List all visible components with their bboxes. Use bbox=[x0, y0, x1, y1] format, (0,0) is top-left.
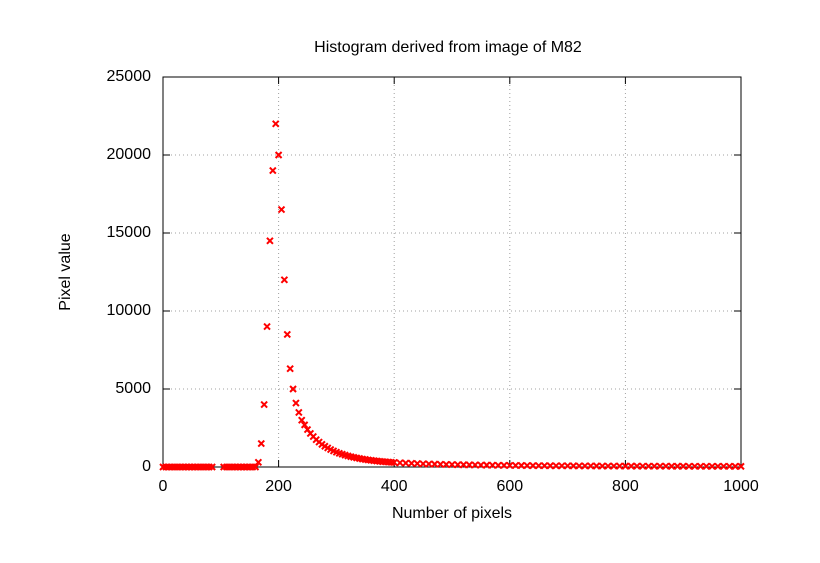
point bbox=[494, 461, 502, 469]
x-tick-label: 800 bbox=[612, 478, 639, 495]
point bbox=[500, 461, 508, 470]
point bbox=[610, 462, 618, 470]
point bbox=[471, 461, 479, 469]
point bbox=[430, 460, 439, 468]
point bbox=[295, 408, 303, 417]
point bbox=[266, 237, 274, 245]
point bbox=[662, 462, 670, 470]
point bbox=[546, 462, 554, 470]
point bbox=[552, 462, 560, 470]
point bbox=[436, 460, 445, 468]
chart-title: Histogram derived from image of M82 bbox=[314, 39, 582, 56]
point bbox=[396, 459, 404, 467]
point bbox=[390, 458, 398, 467]
point bbox=[714, 462, 722, 471]
point bbox=[691, 462, 699, 471]
point bbox=[402, 459, 410, 467]
point bbox=[286, 365, 294, 373]
point bbox=[679, 462, 687, 470]
point bbox=[702, 462, 711, 471]
point bbox=[581, 462, 589, 470]
point bbox=[272, 120, 280, 128]
point bbox=[633, 462, 641, 470]
point bbox=[300, 421, 309, 429]
point bbox=[604, 462, 612, 470]
point bbox=[523, 461, 531, 470]
point bbox=[731, 462, 739, 471]
y-tick-label: 25000 bbox=[107, 68, 152, 85]
point bbox=[529, 461, 537, 470]
point bbox=[615, 462, 624, 470]
point bbox=[280, 276, 289, 284]
point bbox=[251, 463, 260, 471]
point bbox=[621, 462, 630, 470]
point bbox=[425, 460, 433, 468]
point bbox=[269, 166, 277, 175]
point bbox=[627, 462, 635, 470]
point bbox=[506, 461, 514, 470]
point bbox=[511, 461, 520, 470]
point bbox=[477, 461, 485, 469]
x-tick-label: 1000 bbox=[723, 478, 759, 495]
y-axis-label: Pixel value bbox=[57, 233, 74, 310]
point bbox=[587, 462, 595, 470]
point bbox=[277, 205, 286, 214]
y-tick-label: 20000 bbox=[107, 146, 152, 163]
point bbox=[737, 462, 745, 471]
x-tick-label: 200 bbox=[265, 478, 292, 495]
point bbox=[569, 462, 578, 470]
point bbox=[488, 461, 497, 469]
point bbox=[254, 458, 263, 467]
point bbox=[696, 462, 705, 471]
point bbox=[413, 459, 422, 468]
point bbox=[289, 385, 297, 393]
point bbox=[598, 462, 606, 470]
point bbox=[459, 461, 468, 469]
point bbox=[685, 462, 693, 470]
y-tick-label: 0 bbox=[142, 458, 151, 475]
point bbox=[283, 330, 291, 339]
point bbox=[650, 462, 659, 470]
x-axis-label: Number of pixels bbox=[392, 505, 512, 522]
point bbox=[719, 462, 728, 471]
point bbox=[208, 463, 216, 471]
point bbox=[644, 462, 653, 470]
point bbox=[448, 460, 456, 469]
point bbox=[263, 322, 271, 331]
point bbox=[274, 151, 283, 159]
point bbox=[292, 399, 300, 407]
point bbox=[558, 462, 566, 470]
point bbox=[442, 460, 450, 469]
y-tick-label: 5000 bbox=[115, 380, 151, 397]
x-tick-label: 600 bbox=[496, 478, 523, 495]
point bbox=[708, 462, 716, 471]
point bbox=[419, 460, 427, 468]
x-tick-label: 0 bbox=[159, 478, 168, 495]
point bbox=[563, 462, 572, 470]
point bbox=[592, 462, 601, 470]
point bbox=[575, 462, 583, 470]
x-tick-label: 400 bbox=[381, 478, 408, 495]
point bbox=[260, 400, 268, 409]
y-tick-label: 15000 bbox=[107, 224, 152, 241]
point bbox=[639, 462, 647, 470]
y-tick-label: 10000 bbox=[107, 302, 152, 319]
point bbox=[540, 461, 549, 470]
point bbox=[725, 462, 734, 471]
point bbox=[656, 462, 664, 470]
point bbox=[465, 461, 474, 469]
point bbox=[454, 460, 462, 469]
point bbox=[257, 439, 265, 448]
point bbox=[407, 459, 416, 468]
point bbox=[534, 461, 543, 470]
point bbox=[517, 461, 526, 470]
point bbox=[673, 462, 682, 470]
point bbox=[482, 461, 491, 469]
plot-frame bbox=[162, 76, 742, 468]
point bbox=[298, 416, 306, 424]
point bbox=[667, 462, 676, 470]
